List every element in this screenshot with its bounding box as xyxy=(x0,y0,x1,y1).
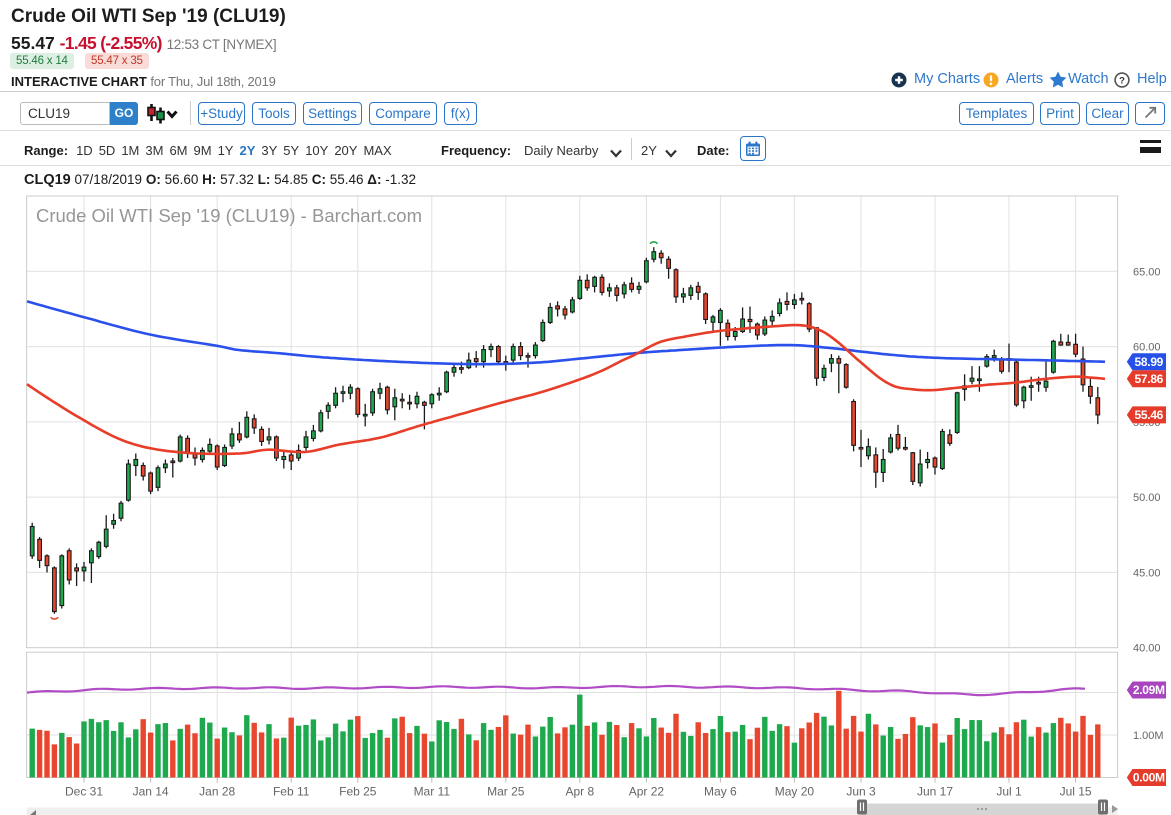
svg-text:Jan 14: Jan 14 xyxy=(133,785,169,799)
svg-text:Apr 22: Apr 22 xyxy=(629,785,665,799)
svg-text:May 20: May 20 xyxy=(775,785,815,799)
svg-text:1.00M: 1.00M xyxy=(1133,730,1164,742)
svg-text:58.99: 58.99 xyxy=(1135,355,1164,369)
svg-text:Jun 3: Jun 3 xyxy=(846,785,876,799)
svg-text:Mar 11: Mar 11 xyxy=(414,785,451,799)
svg-text:Jul 1: Jul 1 xyxy=(996,785,1022,799)
svg-text:Jul 15: Jul 15 xyxy=(1060,785,1092,799)
svg-text:Dec 31: Dec 31 xyxy=(65,785,103,799)
svg-text:May 6: May 6 xyxy=(704,785,737,799)
svg-text:50.00: 50.00 xyxy=(1133,492,1161,504)
svg-text:0.00M: 0.00M xyxy=(1133,771,1165,785)
svg-text:60.00: 60.00 xyxy=(1133,342,1161,354)
svg-text:45.00: 45.00 xyxy=(1133,567,1161,579)
svg-text:?: ? xyxy=(1119,75,1125,86)
svg-text:65.00: 65.00 xyxy=(1133,266,1161,278)
svg-text:40.00: 40.00 xyxy=(1133,643,1161,655)
svg-text:55.46: 55.46 xyxy=(1135,408,1164,422)
svg-text:Jun 17: Jun 17 xyxy=(917,785,953,799)
svg-text:57.86: 57.86 xyxy=(1135,372,1164,386)
svg-text:Mar 25: Mar 25 xyxy=(487,785,525,799)
svg-text:Jan 28: Jan 28 xyxy=(199,785,235,799)
svg-text:2.09M: 2.09M xyxy=(1133,683,1165,697)
svg-text:Apr 8: Apr 8 xyxy=(565,785,594,799)
svg-text:Feb 11: Feb 11 xyxy=(273,785,310,799)
svg-text:Crude Oil WTI Sep '19 (CLU19): Crude Oil WTI Sep '19 (CLU19) - Barchart… xyxy=(36,205,422,226)
svg-text:Feb 25: Feb 25 xyxy=(339,785,377,799)
